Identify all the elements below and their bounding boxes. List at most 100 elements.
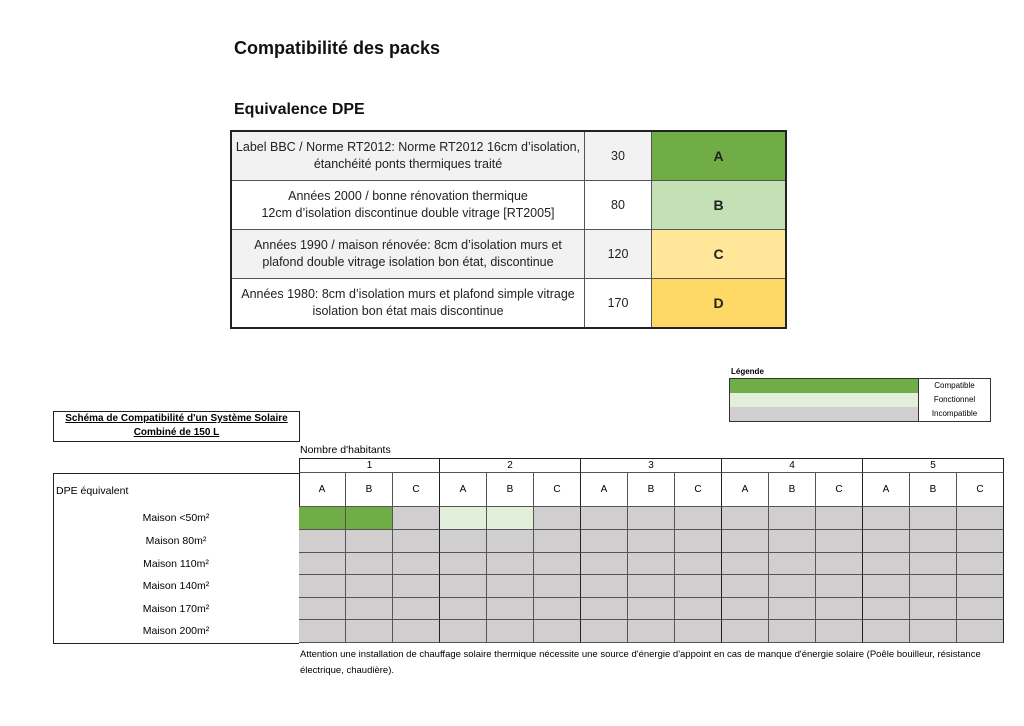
grid-cell-incompatible [299, 575, 346, 598]
dpe-class-header: B [628, 473, 675, 507]
dpe-class-header: C [675, 473, 722, 507]
dpe-desc-line2: étanchéité ponts thermiques traité [313, 157, 503, 171]
grid-cell-incompatible [675, 575, 722, 598]
legend-swatch [730, 393, 919, 407]
dpe-row: Label BBC / Norme RT2012: Norme RT2012 1… [230, 130, 787, 181]
dpe-description: Label BBC / Norme RT2012: Norme RT2012 1… [230, 130, 585, 181]
grid-cell-incompatible [863, 530, 910, 553]
grid-cell-incompatible [722, 507, 769, 530]
grid-cell-incompatible [957, 507, 1004, 530]
grid-cell-incompatible [299, 598, 346, 620]
grid-cell-incompatible [534, 620, 581, 643]
grid-cell-incompatible [487, 620, 534, 643]
legend: Compatible Fonctionnel Incompatible [729, 378, 991, 422]
grid-cell-incompatible [346, 620, 393, 643]
grid-cell-incompatible [440, 620, 487, 643]
grid-cell-incompatible [722, 553, 769, 575]
habitants-label: Nombre d'habitants [300, 444, 391, 456]
grid-cell-incompatible [910, 553, 957, 575]
grid-cell-incompatible [440, 598, 487, 620]
grid-cell-incompatible [910, 530, 957, 553]
grid-cell-incompatible [957, 553, 1004, 575]
dpe-class-header: C [534, 473, 581, 507]
grid-cell-incompatible [957, 575, 1004, 598]
habitants-header: 4 [722, 458, 863, 473]
grid-cell-incompatible [722, 575, 769, 598]
dpe-desc-line1: Années 1990 / maison rénovée: 8cm d’isol… [254, 238, 562, 252]
grid-cell-incompatible [393, 507, 440, 530]
habitants-header: 2 [440, 458, 581, 473]
dpe-description: Années 1990 / maison rénovée: 8cm d’isol… [230, 229, 585, 279]
grid-cell-incompatible [534, 507, 581, 530]
grid-cell-incompatible [675, 507, 722, 530]
habitants-header: 3 [581, 458, 722, 473]
dpe-class-header: B [910, 473, 957, 507]
dpe-desc-line2: 12cm d’isolation discontinue double vitr… [261, 206, 555, 220]
grid-cell-incompatible [675, 553, 722, 575]
dpe-description: Années 1980: 8cm d’isolation murs et pla… [230, 278, 585, 329]
dpe-description: Années 2000 / bonne rénovation thermique… [230, 180, 585, 230]
dpe-table: Label BBC / Norme RT2012: Norme RT2012 1… [230, 130, 787, 329]
dpe-equiv-label: DPE équivalent [56, 485, 129, 497]
grid-cell-incompatible [816, 530, 863, 553]
grid-cell-incompatible [957, 530, 1004, 553]
dpe-label: A [651, 130, 787, 181]
grid-cell-incompatible [957, 598, 1004, 620]
grid-cell-incompatible [440, 530, 487, 553]
grid-cell-incompatible [910, 598, 957, 620]
grid-cell-incompatible [487, 575, 534, 598]
grid-cell-incompatible [769, 598, 816, 620]
grid-cell-incompatible [910, 620, 957, 643]
grid-cell-incompatible [722, 598, 769, 620]
grid-cell-incompatible [628, 530, 675, 553]
grid-cell-incompatible [957, 620, 1004, 643]
grid-cell-incompatible [534, 575, 581, 598]
grid-cell-incompatible [863, 507, 910, 530]
section-title: Equivalence DPE [234, 101, 365, 118]
grid-cell-incompatible [534, 553, 581, 575]
grid-cell-incompatible [346, 598, 393, 620]
grid-cell-incompatible [863, 620, 910, 643]
grid-cell-incompatible [393, 530, 440, 553]
dpe-class-header: A [581, 473, 628, 507]
dpe-value: 170 [584, 278, 652, 329]
grid-cell-incompatible [769, 530, 816, 553]
note: Attention une installation de chauffage … [300, 649, 981, 676]
grid-cell-incompatible [863, 598, 910, 620]
grid-cell-incompatible [722, 530, 769, 553]
grid-cell-incompatible [628, 575, 675, 598]
page-title: Compatibilité des packs [234, 38, 441, 58]
dpe-desc-line1: Années 1980: 8cm d’isolation murs et pla… [241, 287, 575, 301]
legend-swatch [730, 407, 919, 421]
grid-cell-incompatible [534, 530, 581, 553]
grid-cell-incompatible [346, 575, 393, 598]
schema-title: Schéma de Compatibilité d'un Système Sol… [53, 411, 300, 442]
dpe-row: Années 2000 / bonne rénovation thermique… [230, 180, 787, 230]
grid-cell-fonctionnel [487, 507, 534, 530]
grid-cell-incompatible [346, 553, 393, 575]
dpe-class-header: B [769, 473, 816, 507]
habitants-header: 5 [863, 458, 1004, 473]
grid-cell-incompatible [581, 530, 628, 553]
dpe-class-header: A [440, 473, 487, 507]
grid-cell-incompatible [769, 553, 816, 575]
grid-cell-incompatible [816, 553, 863, 575]
dpe-desc-line1: Label BBC / Norme RT2012: Norme RT2012 1… [235, 140, 581, 154]
dpe-value: 30 [584, 130, 652, 181]
grid-cell-incompatible [628, 598, 675, 620]
row-label: Maison 80m² [145, 535, 207, 547]
legend-swatch [730, 379, 919, 393]
legend-label: Fonctionnel [933, 395, 976, 404]
grid-cell-incompatible [487, 553, 534, 575]
dpe-class-header: B [487, 473, 534, 507]
grid-cell-incompatible [393, 620, 440, 643]
dpe-label: B [651, 180, 787, 230]
dpe-class-header: C [393, 473, 440, 507]
grid-cell-incompatible [816, 598, 863, 620]
grid-cell-incompatible [440, 575, 487, 598]
legend-item: Compatible [730, 379, 990, 393]
grid-cell-incompatible [863, 553, 910, 575]
schema-title-line2: Combiné de 150 L [133, 427, 220, 438]
row-label: Maison 200m² [142, 625, 210, 637]
grid-cell-incompatible [299, 553, 346, 575]
